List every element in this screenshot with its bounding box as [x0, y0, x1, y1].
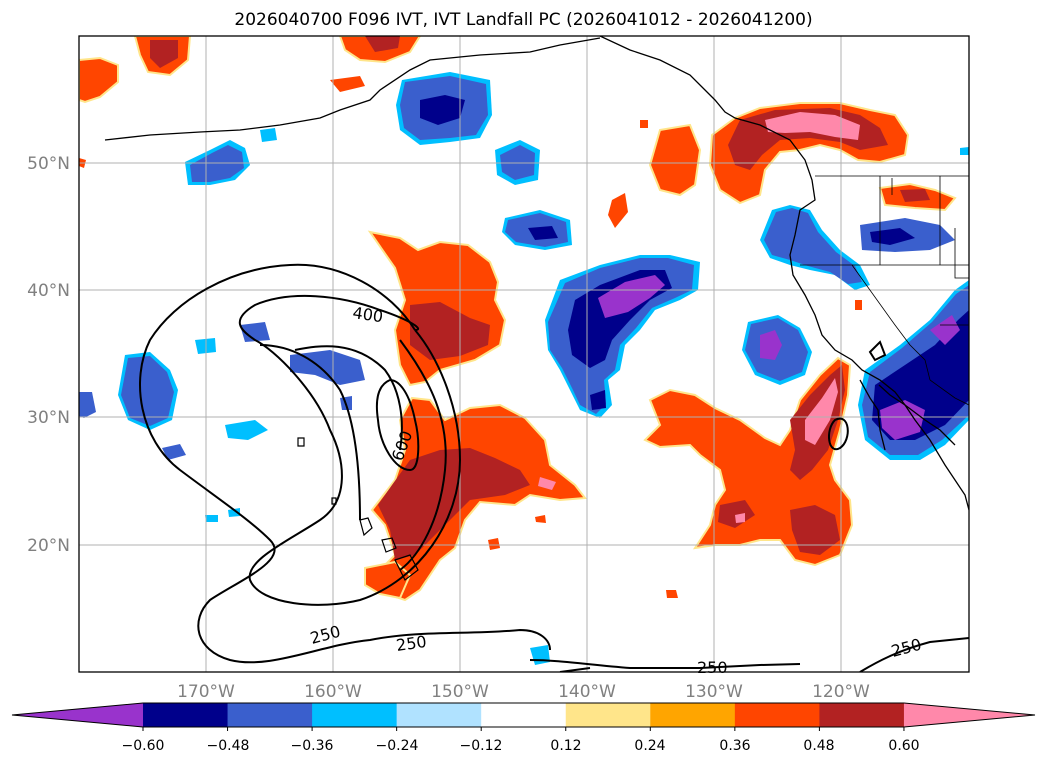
colorbar-segment — [227, 703, 313, 727]
colorbar-tick-labels: −0.60 −0.48 −0.36 −0.24 −0.12 0.12 0.24 … — [122, 738, 920, 754]
state-borders — [800, 175, 969, 406]
colorbar-tick-label: −0.36 — [291, 738, 334, 754]
colorbar-segment — [565, 703, 651, 727]
graticule — [79, 36, 969, 672]
colorbar-tick-label: 0.48 — [803, 738, 834, 754]
colorbar-segment — [650, 703, 736, 727]
colorbar-segment — [312, 703, 398, 727]
lat-label-30n: 30°N — [27, 408, 70, 428]
colorbar-segment — [396, 703, 482, 727]
map-frame — [78, 35, 970, 673]
ivt-contours — [139, 263, 969, 672]
colorbar-tick-label: 0.60 — [888, 738, 919, 754]
lon-label-170w: 170°W — [177, 682, 235, 702]
lon-label-150w: 150°W — [431, 682, 489, 702]
colorbar-segment — [734, 703, 820, 727]
map-title: 2026040700 F096 IVT, IVT Landfall PC (20… — [234, 10, 813, 30]
lon-label-120w: 120°W — [812, 682, 870, 702]
colorbar-tick-label: −0.48 — [207, 738, 250, 754]
coastlines — [104, 36, 969, 511]
colorbar-tick-label: −0.24 — [376, 738, 419, 754]
lon-label-130w: 130°W — [685, 682, 743, 702]
contour-label: 250 — [697, 658, 728, 677]
colorbar-tick-label: −0.60 — [122, 738, 165, 754]
colorbar-tick-label: −0.12 — [460, 738, 503, 754]
longitude-labels: 170°W 160°W 150°W 140°W 130°W 120°W — [177, 682, 870, 702]
colorbar-segment — [819, 703, 905, 727]
lon-label-140w: 140°W — [558, 682, 616, 702]
colorbar-tick-label: 0.24 — [634, 738, 665, 754]
colorbar-extend-min — [12, 703, 143, 727]
lat-label-40n: 40°N — [27, 281, 70, 301]
lon-label-160w: 160°W — [304, 682, 362, 702]
lat-label-20n: 20°N — [27, 536, 70, 556]
colorbar-segment — [143, 703, 229, 727]
colorbar — [11, 702, 1036, 731]
colorbar-tick-label: 0.12 — [550, 738, 581, 754]
colorbar-tick-label: 0.36 — [719, 738, 750, 754]
colorbar-extend-max — [903, 703, 1035, 727]
contour-label: 400 — [351, 303, 384, 326]
latitude-labels: 50°N 40°N 30°N 20°N — [27, 154, 70, 556]
colorbar-segment — [481, 703, 567, 727]
lat-label-50n: 50°N — [27, 154, 70, 174]
contour-label: 250 — [395, 632, 428, 655]
